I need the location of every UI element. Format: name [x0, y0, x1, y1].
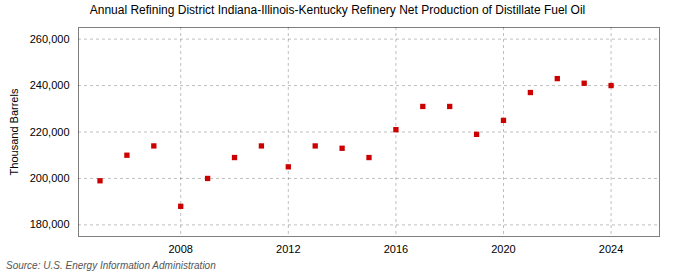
svg-text:2012: 2012: [276, 243, 300, 255]
html-text:Annual Refining District India: Annual Refining District Indiana-Illinoi…: [89, 3, 586, 17]
svg-text:240,000: 240,000: [30, 79, 70, 91]
svg-text:Thousand Barrels: Thousand Barrels: [8, 88, 20, 175]
svg-text:2024: 2024: [599, 243, 623, 255]
svg-text:200,000: 200,000: [30, 172, 70, 184]
svg-text:2008: 2008: [168, 243, 192, 255]
html-text:Source: U.S. Energy Informatio: Source: U.S. Energy Information Administ…: [6, 260, 216, 271]
svg-text:220,000: 220,000: [30, 126, 70, 138]
svg-text:180,000: 180,000: [30, 218, 70, 230]
svg-text:260,000: 260,000: [30, 33, 70, 45]
svg-text:2020: 2020: [491, 243, 515, 255]
svg-text:2016: 2016: [384, 243, 408, 255]
